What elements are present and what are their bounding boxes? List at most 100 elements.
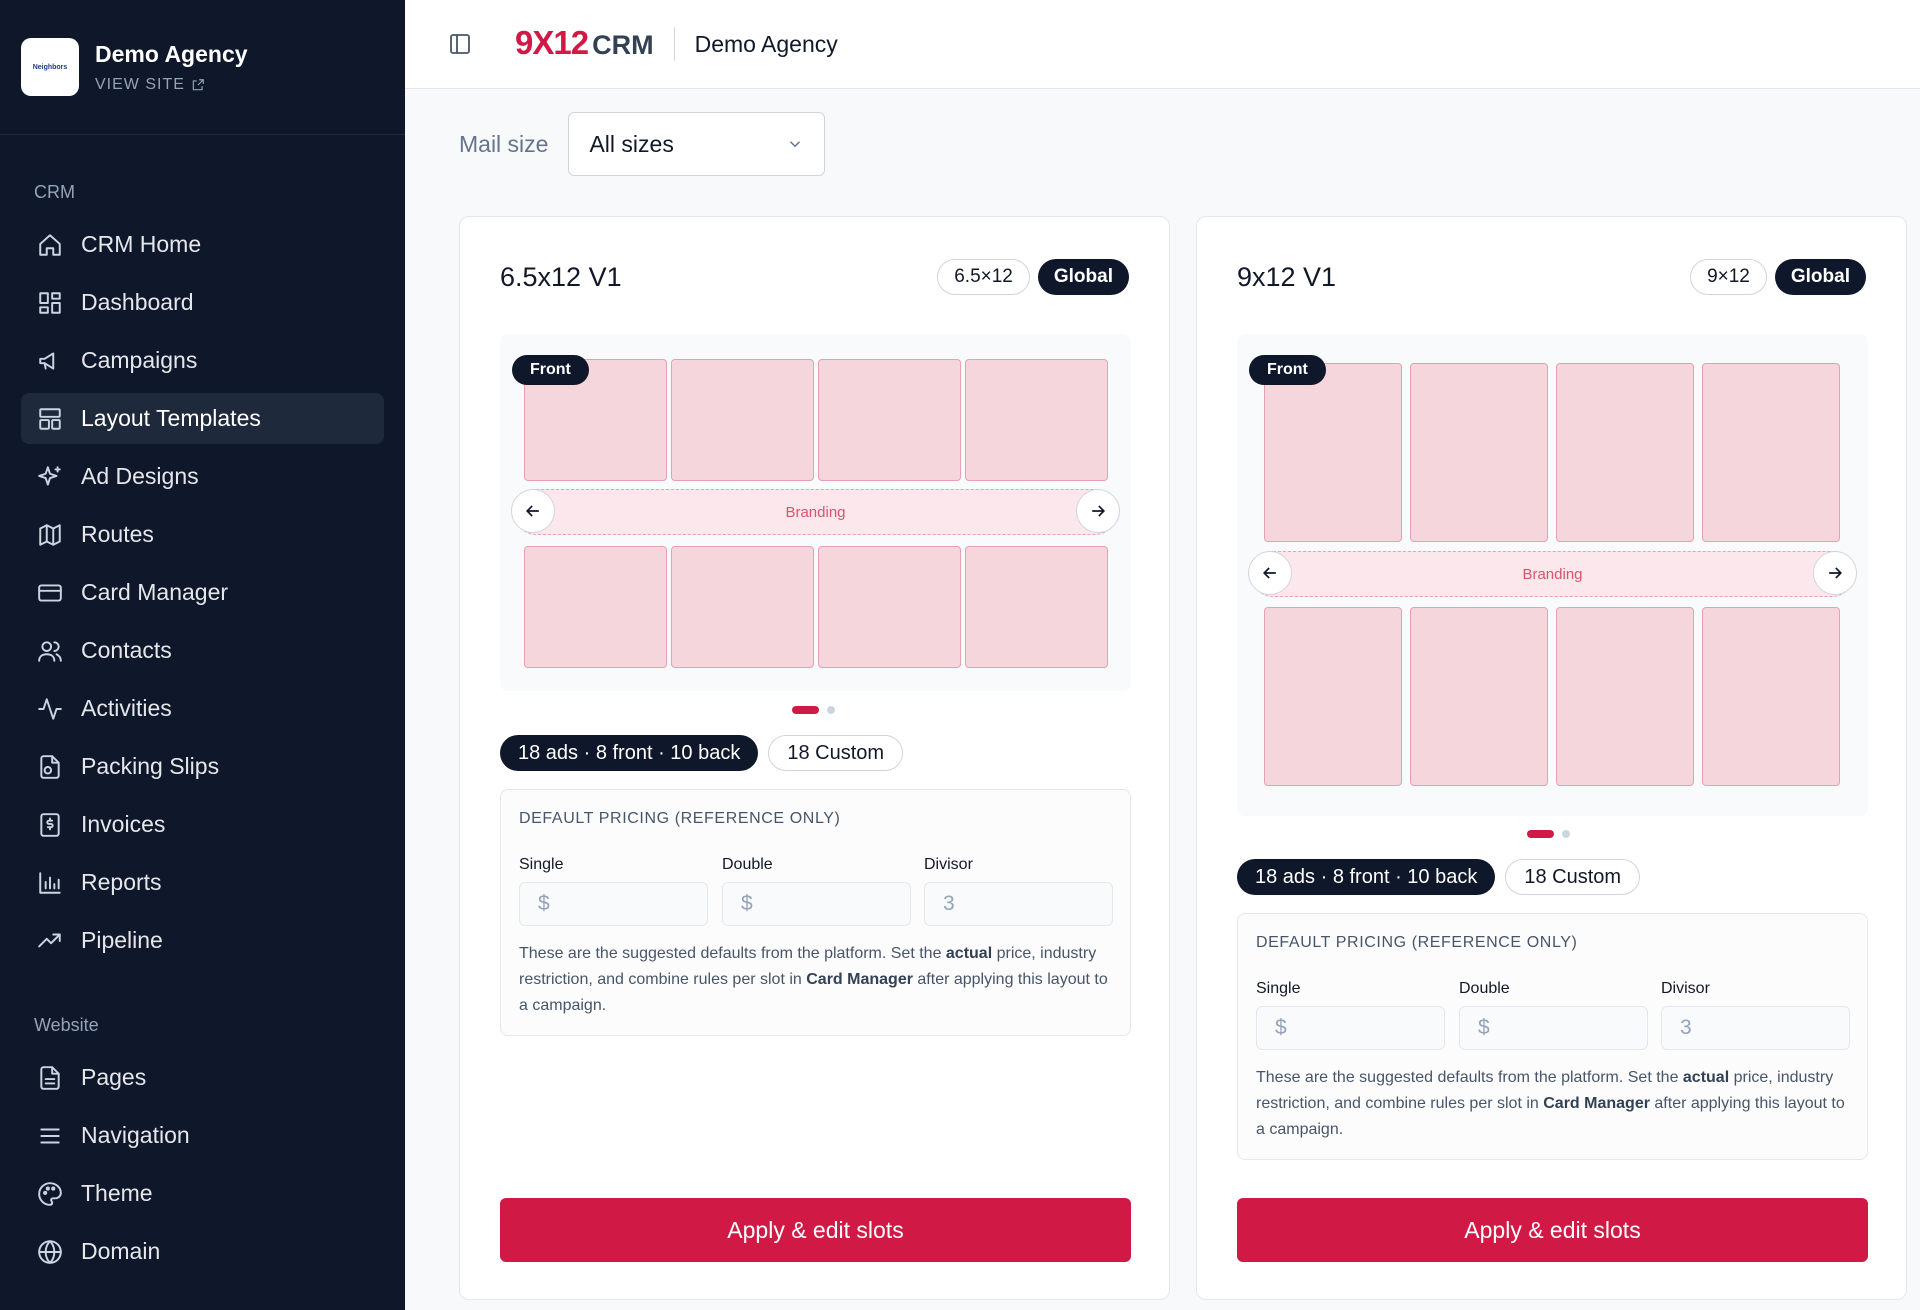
double-price-input[interactable]: $ — [722, 882, 911, 926]
sparkles-icon — [38, 465, 61, 486]
arrow-left-icon — [1262, 567, 1276, 579]
sidebar-item-pipeline[interactable]: Pipeline — [21, 915, 384, 966]
branding-strip: Branding — [511, 489, 1120, 535]
ad-slot[interactable] — [1702, 607, 1840, 786]
ad-slot[interactable] — [1702, 363, 1840, 542]
next-button[interactable] — [1076, 489, 1120, 533]
ad-slot[interactable] — [671, 359, 814, 481]
ads-count-pill: 18 ads · 8 front · 10 back — [1237, 859, 1496, 895]
ad-slot[interactable] — [818, 359, 961, 481]
ad-slot[interactable] — [1410, 363, 1548, 542]
ads-count-pill: 18 ads · 8 front · 10 back — [500, 735, 759, 771]
sidebar-item-ad-designs[interactable]: Ad Designs — [21, 451, 384, 502]
sidebar-item-reports[interactable]: Reports — [21, 857, 384, 908]
ad-slot[interactable] — [524, 359, 667, 481]
ad-slot[interactable] — [1556, 607, 1694, 786]
single-price-input[interactable]: $ — [519, 882, 708, 926]
double-field: Double $ — [1459, 980, 1648, 1050]
sidebar-item-crm-home[interactable]: CRM Home — [21, 219, 384, 270]
arrow-left-icon — [525, 505, 539, 517]
sidebar-item-pages[interactable]: Pages — [21, 1052, 384, 1103]
divisor-input[interactable]: 3 — [1661, 1006, 1850, 1050]
brand-header[interactable]: Neighbors Demo Agency VIEW SITE — [0, 0, 405, 135]
sidebar-item-theme[interactable]: Theme — [21, 1168, 384, 1219]
menu-icon — [40, 1128, 60, 1143]
layout-preview: Front Branding — [1237, 334, 1868, 816]
prev-button[interactable] — [1248, 551, 1292, 595]
card-title: 6.5x12 V1 — [500, 261, 622, 292]
home-icon — [39, 233, 61, 256]
sidebar-item-campaigns[interactable]: Campaigns — [21, 335, 384, 386]
sidebar-item-dashboard[interactable]: Dashboard — [21, 277, 384, 328]
mail-size-select[interactable]: All sizes — [568, 112, 826, 176]
slot-summary: 18 ads · 8 front · 10 back 18 Custom — [1237, 859, 1641, 895]
arrow-right-icon — [1829, 567, 1843, 579]
agency-logo: Neighbors — [21, 38, 79, 96]
sidebar-item-invoices[interactable]: Invoices — [21, 799, 384, 850]
mail-size-filter: Mail size All sizes — [459, 112, 826, 176]
pricing-note: These are the suggested defaults from th… — [519, 945, 1108, 1014]
carousel-dot[interactable] — [827, 706, 835, 714]
divisor-field: Divisor 3 — [1661, 980, 1850, 1050]
custom-count-pill: 18 Custom — [768, 735, 904, 771]
globe-icon — [38, 1239, 62, 1264]
bar-chart-icon — [39, 871, 61, 894]
sidebar-item-domain[interactable]: Domain — [21, 1226, 384, 1277]
card-header: 9x12 V1 9×12 Global — [1237, 259, 1866, 295]
template-card: 6.5x12 V1 6.5×12 Global Front Branding — [459, 216, 1170, 1300]
chevron-down-icon — [790, 141, 801, 148]
sidebar-item-packing-slips[interactable]: Packing Slips — [21, 741, 384, 792]
ad-slot[interactable] — [1556, 363, 1694, 542]
view-site-link[interactable]: VIEW SITE — [95, 76, 248, 94]
single-price-input[interactable]: $ — [1256, 1006, 1445, 1050]
section-label-website: Website — [34, 1015, 99, 1035]
sidebar-item-layout-templates[interactable]: Layout Templates — [21, 393, 384, 444]
front-tag: Front — [1249, 355, 1326, 385]
sidebar-item-contacts[interactable]: Contacts — [21, 625, 384, 676]
megaphone-icon — [39, 351, 55, 370]
prev-button[interactable] — [511, 489, 555, 533]
invoice-icon — [40, 812, 60, 837]
dashboard-icon — [39, 291, 61, 314]
carousel-dots — [792, 706, 835, 714]
carousel-dot[interactable] — [1562, 830, 1570, 838]
ad-slot[interactable] — [671, 546, 814, 668]
branding-strip: Branding — [1248, 551, 1857, 597]
size-badge: 9×12 — [1690, 259, 1767, 295]
ad-slot[interactable] — [1264, 363, 1402, 542]
ad-slot[interactable] — [1264, 607, 1402, 786]
single-field: Single $ — [519, 856, 708, 926]
carousel-dot-active[interactable] — [1527, 830, 1554, 838]
next-button[interactable] — [1813, 551, 1857, 595]
pricing-title: DEFAULT PRICING (REFERENCE ONLY) — [519, 810, 841, 827]
apply-edit-slots-button[interactable]: Apply & edit slots — [1237, 1198, 1868, 1262]
sidebar-item-navigation[interactable]: Navigation — [21, 1110, 384, 1161]
activity-icon — [38, 697, 62, 720]
divisor-input[interactable]: 3 — [924, 882, 1113, 926]
sidebar-item-activities[interactable]: Activities — [21, 683, 384, 734]
agency-name: Demo Agency — [95, 40, 248, 67]
card-icon — [38, 583, 62, 602]
map-icon — [39, 523, 61, 546]
card-header: 6.5x12 V1 6.5×12 Global — [500, 259, 1129, 295]
sidebar-item-card-manager[interactable]: Card Manager — [21, 567, 384, 618]
package-icon — [40, 754, 60, 779]
header-divider — [673, 27, 675, 61]
panel-left-icon — [450, 34, 470, 54]
trending-up-icon — [38, 933, 61, 947]
sidebar-item-routes[interactable]: Routes — [21, 509, 384, 560]
ad-slot[interactable] — [1410, 607, 1548, 786]
arrow-right-icon — [1092, 505, 1106, 517]
carousel-dot-active[interactable] — [792, 706, 819, 714]
ad-slot[interactable] — [965, 546, 1108, 668]
ad-slot[interactable] — [524, 546, 667, 668]
template-card: 9x12 V1 9×12 Global Front Branding 18 — [1196, 216, 1907, 1300]
double-price-input[interactable]: $ — [1459, 1006, 1648, 1050]
sidebar-toggle-button[interactable] — [443, 27, 477, 61]
users-icon — [38, 640, 62, 662]
single-field: Single $ — [1256, 980, 1445, 1050]
ad-slot[interactable] — [965, 359, 1108, 481]
section-label-crm: CRM — [34, 182, 75, 202]
ad-slot[interactable] — [818, 546, 961, 668]
apply-edit-slots-button[interactable]: Apply & edit slots — [500, 1198, 1131, 1262]
